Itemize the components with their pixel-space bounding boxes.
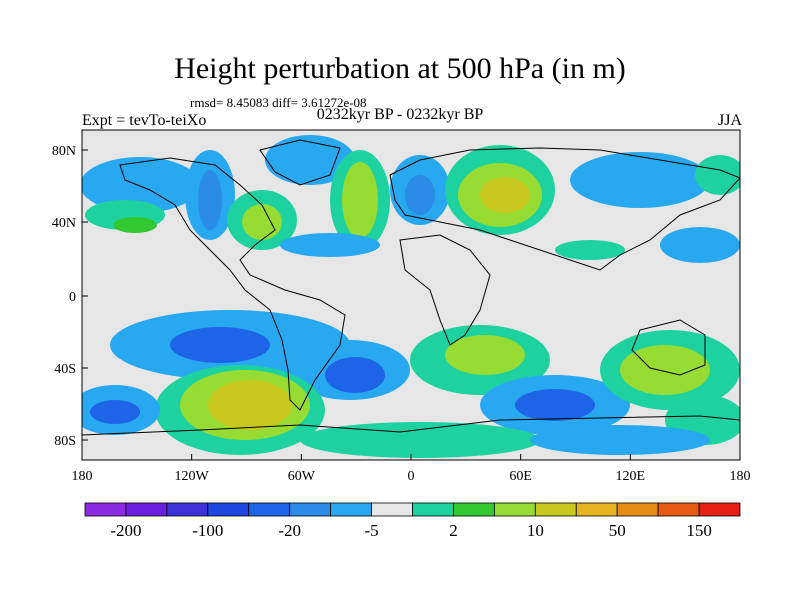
period-label: 0232kyr BP - 0232kyr BP [316,106,484,123]
x-tick-label: 0 [408,469,415,484]
colorbar-label: 50 [609,521,626,540]
x-tick-label: 180 [730,469,751,484]
y-tick-label: 80N [52,144,76,159]
americas-coast [119,157,346,411]
contour-region [660,227,740,263]
colorbar-box [657,502,700,517]
contour-region [570,152,710,208]
x-axis-ticks: 180 120W 60W 0 60E 120E 180 [72,454,751,484]
colorbar-label: 10 [527,521,544,540]
contour-region [170,327,270,363]
y-tick-label: 40S [54,362,76,377]
colorbar-label: -5 [364,521,378,540]
colorbar-label: -200 [110,521,141,540]
contour-region [515,389,595,421]
x-tick-label: 60W [288,469,316,484]
colorbar-box [412,502,454,517]
contour-region [405,175,435,215]
colorbar-box [166,502,209,517]
colorbar-box [534,502,577,517]
y-axis-ticks: 80N 40N 0 40S 80S [52,144,88,449]
contour-region [342,162,378,238]
contour-fills [82,135,740,458]
contour-region [555,240,625,260]
contour-region [198,170,222,230]
colorbar-box [330,502,372,517]
contour-region [620,345,710,395]
colorbar-box [616,502,659,517]
colorbar-boxes [84,502,741,517]
antarctica-coast [82,415,740,436]
eurasia-coast [389,147,740,271]
contour-region [300,422,540,458]
contour-region [113,217,157,233]
colorbar-box [207,502,250,517]
colorbar-box [289,502,332,517]
colorbar-box [493,502,536,517]
contour-region [530,425,710,455]
y-tick-label: 0 [69,290,76,305]
contour-region [480,177,530,213]
colorbar-box [698,502,741,517]
colorbar-box [453,502,495,517]
colorbar-box [84,502,127,517]
colorbar-box [575,502,618,517]
x-tick-label: 60E [509,469,532,484]
contour-region [82,157,200,213]
coastlines [82,139,740,436]
contour-region [325,357,385,393]
australia-coast [631,319,706,376]
contour-region [242,204,282,240]
x-tick-label: 180 [72,469,93,484]
season-label: JJA [717,112,742,129]
colorbar-labels: -200 -100 -20 -5 2 10 50 150 [110,521,711,540]
stats-text: rmsd= 8.45083 diff= 3.61272e-08 [190,95,367,110]
contour-region [695,155,740,195]
colorbar-label: 2 [449,521,458,540]
colorbar-box [248,502,291,517]
y-tick-label: 80S [54,434,76,449]
experiment-label: Expt = tevTo-teiXo [82,112,207,129]
x-tick-label: 120W [175,469,210,484]
contour-region [265,135,355,185]
contour-region [445,335,525,375]
colorbar-box [371,502,413,517]
greenland-coast [259,139,341,186]
contour-region [90,400,140,424]
africa-coast [399,234,491,346]
map-title: Height perturbation at 500 hPa (in m) [174,52,626,85]
contour-region [280,233,380,257]
colorbar-box [125,502,168,517]
colorbar-label: -100 [192,521,223,540]
contour-region [208,380,292,430]
colorbar-label: 150 [686,521,712,540]
x-tick-label: 120E [616,469,646,484]
y-tick-label: 40N [52,216,76,231]
colorbar-label: -20 [278,521,301,540]
